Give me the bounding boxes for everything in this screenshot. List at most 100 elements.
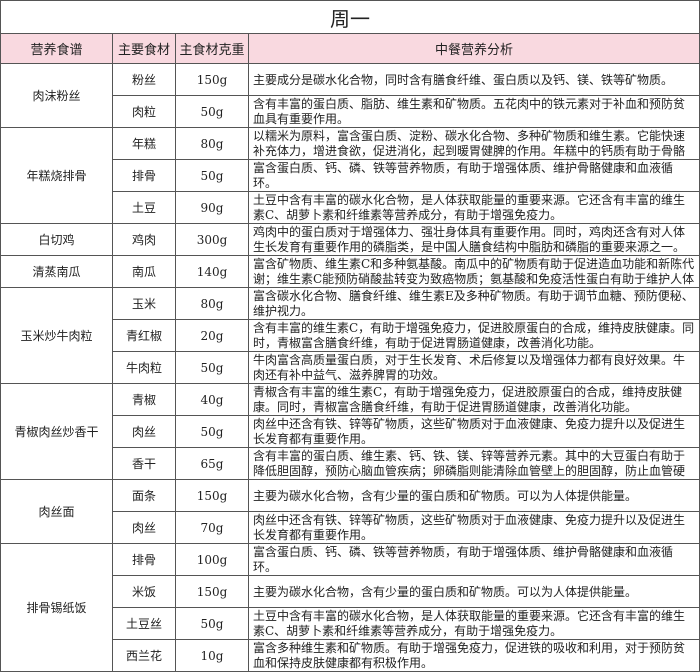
ingredient-cell: 香干 xyxy=(112,447,176,480)
weight-cell: 100g xyxy=(175,543,249,576)
analysis-cell: 牛肉富含高质量蛋白质，对于生长发育、术后修复以及增强体力都有良好效果。牛肉还有补… xyxy=(248,351,700,384)
weight-cell: 140g xyxy=(175,255,249,288)
analysis-cell: 富含碳水化合物、膳食纤维、维生素E及多种矿物质。有助于调节血糖、预防便秘、维护视… xyxy=(248,287,700,320)
analysis-cell: 土豆中含有丰富的碳水化合物，是人体获取能量的重要来源。它还含有丰富的维生素C、胡… xyxy=(248,191,700,224)
recipe-name: 年糕烧排骨 xyxy=(0,127,113,224)
header-ingredient: 主要食材 xyxy=(112,33,176,64)
ingredient-cell: 西兰花 xyxy=(112,639,176,672)
ingredient-cell: 青红椒 xyxy=(112,319,176,352)
analysis-cell: 肉丝中还含有铁、锌等矿物质，这些矿物质对于血液健康、免疫力提升以及促进生长发育都… xyxy=(248,415,700,448)
ingredient-cell: 面条 xyxy=(112,479,176,512)
table-row: 白切鸡 鸡肉 300g 鸡肉中的蛋白质对于增强体力、强壮身体具有重要作用。同时，鸡肉还… xyxy=(0,223,700,256)
analysis-text: 牛肉富含高质量蛋白质，对于生长发育、术后修复以及增强体力都有良好效果。牛肉还有补… xyxy=(253,353,686,382)
analysis-text: 肉丝中还含有铁、锌等矿物质，这些矿物质对于血液健康、免疫力提升以及促进生长发育都… xyxy=(253,417,686,446)
table-row: 肉丝 70g 肉丝中还含有铁、锌等矿物质，这些矿物质对于血液健康、免疫力提升以及促进… xyxy=(1,511,700,544)
recipe-name: 肉丝面 xyxy=(0,479,113,544)
table-row: 土豆 90g 土豆中含有丰富的碳水化合物，是人体获取能量的重要来源。它还含有丰富的维… xyxy=(1,191,700,224)
ingredient-cell: 土豆丝 xyxy=(112,607,176,640)
analysis-text: 含有丰富的蛋白质、维生素、钙、铁、镁、锌等营养元素。其中的大豆蛋白有助于降低胆固… xyxy=(253,449,686,478)
ingredient-cell: 米饭 xyxy=(112,575,176,608)
analysis-cell: 鸡肉中的蛋白质对于增强体力、强壮身体具有重要作用。同时，鸡肉还含有对人体生长发育… xyxy=(248,223,700,256)
analysis-cell: 富含蛋白质、钙、磷、铁等营养物质，有助于增强体质、维护骨骼健康和血液循环。 xyxy=(248,159,700,192)
ingredient-cell: 排骨 xyxy=(112,159,176,192)
recipe-name: 青椒肉丝炒香干 xyxy=(0,383,113,480)
analysis-text: 鸡肉中的蛋白质对于增强体力、强壮身体具有重要作用。同时，鸡肉还含有对人体生长发育… xyxy=(253,225,686,254)
analysis-text: 富含蛋白质、钙、磷、铁等营养物质，有助于增强体质、维护骨骼健康和血液循环。 xyxy=(253,161,674,190)
analysis-text: 含有丰富的维生素C，有助于增强免疫力，促进胶原蛋白的合成，维持皮肤健康。同时，青… xyxy=(253,321,695,350)
analysis-cell: 青椒含有丰富的维生素C，有助于增强免疫力，促进胶原蛋白的合成，维持皮肤健康。同时… xyxy=(248,383,700,416)
recipe-name: 白切鸡 xyxy=(0,223,113,256)
header-row: 营养食谱 主要食材 主食材克重 中餐营养分析 xyxy=(0,33,700,64)
weight-cell: 150g xyxy=(175,479,249,512)
weight-cell: 50g xyxy=(175,415,249,448)
analysis-text: 土豆中含有丰富的碳水化合物，是人体获取能量的重要来源。它还含有丰富的维生素C、胡… xyxy=(253,193,686,222)
analysis-text: 主要为碳水化合物，含有少量的蛋白质和矿物质。可以为人体提供能量。 xyxy=(253,584,638,599)
weight-cell: 40g xyxy=(175,383,249,416)
analysis-text: 土豆中含有丰富的碳水化合物，是人体获取能量的重要来源。它还含有丰富的维生素C、胡… xyxy=(253,609,686,638)
analysis-text: 富含多种维生素和矿物质。有助于增强免疫力，促进铁的吸收和利用，对于预防贫血和保持… xyxy=(253,641,686,670)
analysis-text: 主要成分是碳水化合物，同时含有膳食纤维、蛋白质以及钙、镁、铁等矿物质。 xyxy=(253,72,674,87)
ingredient-cell: 肉丝 xyxy=(112,415,176,448)
weight-cell: 50g xyxy=(175,351,249,384)
table-row: 米饭 150g 主要为碳水化合物，含有少量的蛋白质和矿物质。可以为人体提供能量。 xyxy=(1,575,700,608)
recipe-name: 玉米炒牛肉粒 xyxy=(0,287,113,384)
title-row: 周一 xyxy=(0,0,700,34)
analysis-cell: 富含多种维生素和矿物质。有助于增强免疫力，促进铁的吸收和利用，对于预防贫血和保持… xyxy=(248,639,700,672)
ingredient-cell: 南瓜 xyxy=(112,255,176,288)
ingredient-cell: 土豆 xyxy=(112,191,176,224)
weight-cell: 50g xyxy=(175,95,249,128)
table-row: 排骨 50g 富含蛋白质、钙、磷、铁等营养物质，有助于增强体质、维护骨骼健康和血液循… xyxy=(1,159,700,192)
header-weight: 主食材克重 xyxy=(175,33,249,64)
weight-cell: 65g xyxy=(175,447,249,480)
weight-cell: 50g xyxy=(175,607,249,640)
weight-cell: 10g xyxy=(175,639,249,672)
ingredient-cell: 肉粒 xyxy=(112,95,176,128)
analysis-text: 以糯米为原料，富含蛋白质、淀粉、碳水化合物、多种矿物质和维生素。它能快速补充体力… xyxy=(253,129,686,158)
ingredient-cell: 鸡肉 xyxy=(112,223,176,256)
analysis-cell: 主要为碳水化合物，含有少量的蛋白质和矿物质。可以为人体提供能量。 xyxy=(248,479,700,512)
analysis-cell: 肉丝中还含有铁、锌等矿物质，这些矿物质对于血液健康、免疫力提升以及促进生长发育都… xyxy=(248,511,700,544)
analysis-cell: 土豆中含有丰富的碳水化合物，是人体获取能量的重要来源。它还含有丰富的维生素C、胡… xyxy=(248,607,700,640)
ingredient-cell: 牛肉粒 xyxy=(112,351,176,384)
table-row: 香干 65g 含有丰富的蛋白质、维生素、钙、铁、镁、锌等营养元素。其中的大豆蛋白有助… xyxy=(1,447,700,480)
table-row: 年糕烧排骨 年糕 80g 以糯米为原料，富含蛋白质、淀粉、碳水化合物、多种矿物质和维生… xyxy=(0,127,700,224)
weight-cell: 150g xyxy=(175,575,249,608)
analysis-text: 含有丰富的蛋白质、脂肪、维生素和矿物质。五花肉中的铁元素对于补血和预防贫血具有重… xyxy=(253,97,686,126)
ingredient-cell: 年糕 xyxy=(112,127,176,160)
table-row: 排骨锡纸饭 排骨 100g 富含蛋白质、钙、磷、铁等营养物质，有助于增强体质、维护骨骼… xyxy=(0,543,700,672)
ingredient-cell: 肉丝 xyxy=(112,511,176,544)
analysis-text: 肉丝中还含有铁、锌等矿物质，这些矿物质对于血液健康、免疫力提升以及促进生长发育都… xyxy=(253,513,686,542)
weight-cell: 300g xyxy=(175,223,249,256)
analysis-text: 青椒含有丰富的维生素C，有助于增强免疫力，促进胶原蛋白的合成，维持皮肤健康。同时… xyxy=(253,385,683,414)
table-row: 清蒸南瓜 南瓜 140g 富含矿物质、维生素C和多种氨基酸。南瓜中的矿物质有助于促进造… xyxy=(0,255,700,288)
ingredient-cell: 粉丝 xyxy=(112,63,176,96)
recipe-name: 排骨锡纸饭 xyxy=(0,543,113,672)
table-row: 青红椒 20g 含有丰富的维生素C，有助于增强免疫力，促进胶原蛋白的合成，维持皮肤健… xyxy=(1,319,700,352)
ingredient-cell: 青椒 xyxy=(112,383,176,416)
table-row: 青椒肉丝炒香干 青椒 40g 青椒含有丰富的维生素C，有助于增强免疫力，促进胶原蛋白的… xyxy=(0,383,700,480)
analysis-cell: 富含蛋白质、钙、磷、铁等营养物质，有助于增强体质、维护骨骼健康和血液循环。 xyxy=(248,543,700,576)
ingredient-cell: 玉米 xyxy=(112,287,176,320)
header-recipe: 营养食谱 xyxy=(0,33,113,64)
weight-cell: 70g xyxy=(175,511,249,544)
table-row: 牛肉粒 50g 牛肉富含高质量蛋白质，对于生长发育、术后修复以及增强体力都有良好效果… xyxy=(1,351,700,384)
table-row: 土豆丝 50g 土豆中含有丰富的碳水化合物，是人体获取能量的重要来源。它还含有丰富的… xyxy=(1,607,700,640)
table-row: 肉沫粉丝 粉丝 150g 主要成分是碳水化合物，同时含有膳食纤维、蛋白质以及钙、镁、铁… xyxy=(0,63,700,128)
analysis-text: 主要为碳水化合物，含有少量的蛋白质和矿物质。可以为人体提供能量。 xyxy=(253,488,638,503)
analysis-cell: 含有丰富的维生素C，有助于增强免疫力，促进胶原蛋白的合成，维持皮肤健康。同时，青… xyxy=(248,319,700,352)
weight-cell: 90g xyxy=(175,191,249,224)
weight-cell: 50g xyxy=(175,159,249,192)
ingredient-cell: 排骨 xyxy=(112,543,176,576)
weight-cell: 80g xyxy=(175,287,249,320)
header-analysis: 中餐营养分析 xyxy=(248,33,700,64)
table-row: 肉丝面 面条 150g 主要为碳水化合物，含有少量的蛋白质和矿物质。可以为人体提供能量… xyxy=(0,479,700,544)
recipe-name: 清蒸南瓜 xyxy=(0,255,113,288)
weight-cell: 20g xyxy=(175,319,249,352)
analysis-cell: 含有丰富的蛋白质、维生素、钙、铁、镁、锌等营养元素。其中的大豆蛋白有助于降低胆固… xyxy=(248,447,700,480)
analysis-text: 富含碳水化合物、膳食纤维、维生素E及多种矿物质。有助于调节血糖、预防便秘、维护视… xyxy=(253,289,694,318)
analysis-text: 富含蛋白质、钙、磷、铁等营养物质，有助于增强体质、维护骨骼健康和血液循环。 xyxy=(253,545,674,574)
table-row: 玉米炒牛肉粒 玉米 80g 富含碳水化合物、膳食纤维、维生素E及多种矿物质。有助于调节… xyxy=(0,287,700,384)
table-row: 肉粒 50g 含有丰富的蛋白质、脂肪、维生素和矿物质。五花肉中的铁元素对于补血和预防… xyxy=(1,95,700,128)
analysis-cell: 主要成分是碳水化合物，同时含有膳食纤维、蛋白质以及钙、镁、铁等矿物质。 xyxy=(248,63,700,96)
